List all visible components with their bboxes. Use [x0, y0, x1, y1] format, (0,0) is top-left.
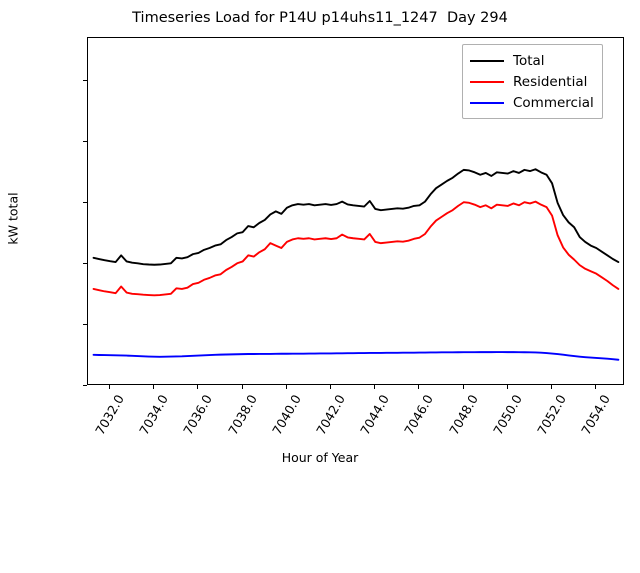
legend-item-total: Total: [470, 50, 594, 71]
legend-swatch-commercial: [470, 101, 504, 104]
y-tick-mark: [83, 140, 87, 142]
y-tick-mark: [83, 79, 87, 81]
legend-item-commercial: Commercial: [470, 92, 594, 113]
x-tick-mark: [595, 385, 597, 389]
legend-swatch-total: [470, 59, 504, 62]
chart-figure: Timeseries Load for P14U p14uhs11_1247 D…: [5, 10, 624, 465]
y-axis-label: kW total: [5, 192, 21, 245]
x-tick-mark: [462, 385, 464, 389]
x-tick-mark: [241, 385, 243, 389]
legend-label-total: Total: [513, 52, 545, 69]
line-residential: [92, 200, 620, 297]
legend-label-commercial: Commercial: [513, 94, 594, 111]
y-tick-mark: [83, 201, 87, 203]
y-tick-mark: [83, 262, 87, 264]
x-axis-label: Hour of Year: [281, 450, 359, 465]
x-tick-mark: [551, 385, 553, 389]
x-tick-mark: [109, 385, 111, 389]
chart-title: Timeseries Load for P14U p14uhs11_1247 D…: [132, 10, 508, 26]
plot-lines: [92, 168, 620, 361]
x-tick-mark: [197, 385, 199, 389]
chart-legend: Total Residential Commercial: [462, 44, 603, 119]
x-tick-mark: [330, 385, 332, 389]
legend-label-residential: Residential: [513, 73, 588, 90]
legend-swatch-residential: [470, 80, 504, 83]
line-total: [92, 168, 620, 266]
x-tick-mark: [418, 385, 420, 389]
y-tick-mark: [83, 385, 87, 386]
x-tick-mark: [153, 385, 155, 389]
y-tick-mark: [83, 323, 87, 325]
x-tick-mark: [374, 385, 376, 389]
x-tick-mark: [285, 385, 287, 389]
x-tick-mark: [506, 385, 508, 389]
line-commercial: [92, 351, 620, 361]
legend-item-residential: Residential: [470, 71, 594, 92]
